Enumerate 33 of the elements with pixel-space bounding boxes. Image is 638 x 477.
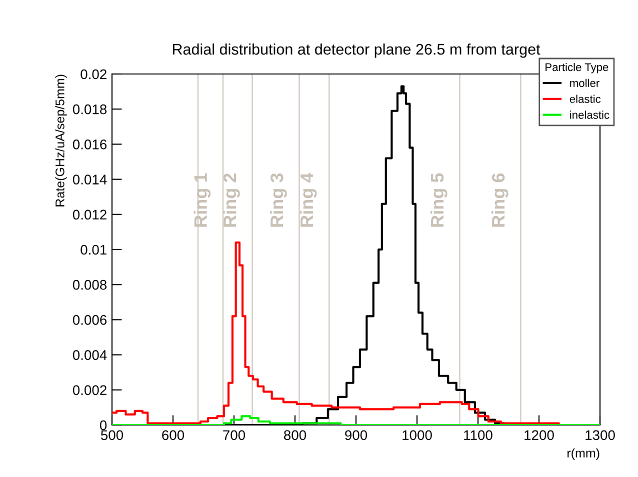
y-tick-label: 0.02 bbox=[80, 69, 106, 80]
x-tick-label: 1200 bbox=[524, 430, 554, 440]
legend-label: moller bbox=[570, 78, 600, 88]
legend-label: elastic bbox=[570, 94, 601, 103]
y-tick-label: 0.012 bbox=[72, 210, 106, 220]
x-tick-label: 700 bbox=[223, 430, 246, 440]
x-axis-title: r(mm) bbox=[568, 448, 600, 460]
ref-line-label: Ring 6 bbox=[491, 173, 508, 227]
legend-label: inelastic bbox=[570, 110, 610, 119]
x-tick-label: 1300 bbox=[586, 430, 615, 440]
y-tick-label: 0.014 bbox=[72, 174, 107, 184]
x-tick-label: 1100 bbox=[464, 430, 492, 440]
y-tick-label: 0 bbox=[100, 420, 107, 430]
chart-title: Radial distribution at detector plane 26.5 m from target bbox=[172, 43, 540, 58]
y-tick-label: 0.01 bbox=[80, 244, 106, 255]
y-tick-label: 0.006 bbox=[72, 315, 107, 325]
x-tick-label: 800 bbox=[284, 430, 306, 440]
x-tick-label: 500 bbox=[100, 430, 124, 440]
x-tick-label: 1000 bbox=[402, 430, 432, 440]
y-axis-title: Rate(GHz/uA/sep/5mm) bbox=[55, 74, 67, 206]
y-tick-label: 0.002 bbox=[72, 385, 106, 396]
y-tick-label: 0.018 bbox=[72, 104, 107, 114]
legend-title: Particle Type bbox=[546, 62, 608, 74]
ref-line-label: Ring 1 bbox=[194, 173, 211, 227]
ref-line-label: Ring 2 bbox=[223, 173, 240, 227]
y-tick-label: 0.008 bbox=[72, 280, 107, 290]
y-tick-label: 0.004 bbox=[72, 350, 107, 360]
x-tick-label: 900 bbox=[345, 430, 368, 440]
x-tick-label: 600 bbox=[162, 430, 184, 440]
ref-line-label: Ring 5 bbox=[430, 173, 448, 227]
ref-line-label: Ring 4 bbox=[300, 172, 317, 227]
y-tick-label: 0.016 bbox=[72, 140, 107, 150]
ref-line-label: Ring 3 bbox=[270, 173, 287, 227]
